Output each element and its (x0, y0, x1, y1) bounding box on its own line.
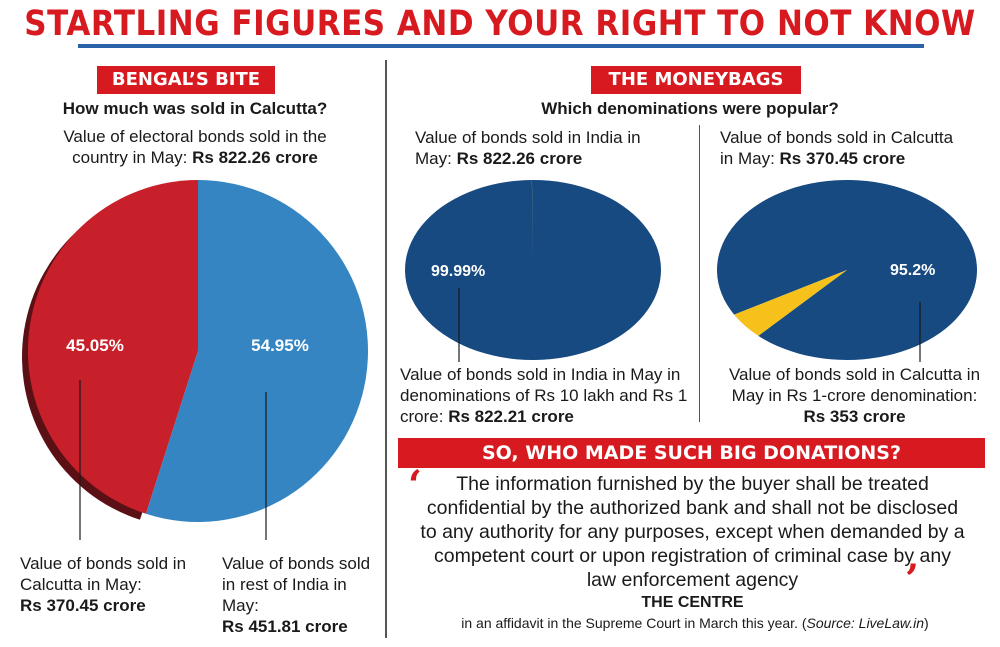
calcutta-denomination-label: Value of bonds sold in Calcutta in May i… (712, 364, 997, 427)
quote-source: in an affidavit in the Supreme Court in … (395, 615, 995, 631)
calcutta-1crore-slice (717, 180, 977, 360)
column-divider (385, 60, 387, 638)
calcutta-intro-value: Rs 370.45 crore (779, 149, 906, 168)
page-title: STARTLING FIGURES AND YOUR RIGHT TO NOT … (24, 3, 976, 45)
calcutta-intro-text: Value of bonds sold in Calcutta in May: (720, 128, 954, 168)
calcutta-slice (28, 180, 199, 514)
bengals-bite-heading: BENGAL’S BITE (97, 66, 275, 94)
pie2-slices (405, 180, 661, 360)
left-intro: Value of electoral bonds sold in the cou… (40, 126, 350, 168)
pie1-label-calcutta: 45.05% (66, 336, 124, 355)
moneybags-heading: THE MONEYBAGS (591, 66, 801, 94)
pie1-slices (21, 180, 369, 522)
calcutta-other-slice (734, 270, 847, 336)
india-big-denomination-slice (405, 180, 661, 360)
rest-india-bonds-label-value: Rs 451.81 crore (222, 617, 348, 636)
india-intro-text: Value of bonds sold in India in May: (415, 128, 641, 168)
calcutta-share-pie: 45.05% 54.95% (21, 180, 369, 540)
rest-india-bonds-label: Value of bonds sold in rest of India in … (222, 553, 382, 637)
left-intro-value: Rs 822.26 crore (192, 148, 318, 167)
calcutta-denomination-label-text: Value of bonds sold in Calcutta in May i… (728, 365, 981, 405)
india-other-slice (531, 180, 533, 270)
source-prefix: in an affidavit in the Supreme Court in … (461, 615, 807, 631)
calcutta-denomination-label-value: Rs 353 crore (803, 407, 906, 426)
calcutta-bonds-label-value: Rs 370.45 crore (20, 596, 146, 615)
quote-attribution: THE CENTRE (641, 594, 744, 611)
title-rule (78, 44, 924, 48)
close-quote-mark: ’ (905, 556, 919, 603)
left-intro-text: Value of electoral bonds sold in the cou… (63, 127, 327, 167)
right-column-divider (699, 125, 700, 422)
right-question: Which denominations were popular? (541, 99, 839, 118)
source-name: Source: LiveLaw.in (806, 615, 925, 631)
pie1-label-rest: 54.95% (251, 336, 309, 355)
rest-india-bonds-label-text: Value of bonds sold in rest of India in … (222, 554, 371, 615)
open-quote-mark: ‘ (408, 462, 422, 509)
donations-heading: SO, WHO MADE SUCH BIG DONATIONS? (398, 438, 985, 468)
source-suffix: ) (924, 615, 929, 631)
pie3-label-main: 95.2% (890, 262, 935, 279)
calcutta-bonds-label-text: Value of bonds sold in Calcutta in May: (20, 554, 187, 594)
left-question: How much was sold in Calcutta? (62, 99, 328, 118)
india-denomination-pie: 99.99% (405, 180, 661, 362)
india-intro-value: Rs 822.26 crore (456, 149, 583, 168)
calcutta-intro: Value of bonds sold in Calcutta in May: … (720, 127, 960, 169)
centre-affidavit-quote: The information furnished by the buyer s… (420, 473, 965, 591)
india-denomination-label-value: Rs 822.21 crore (448, 407, 574, 426)
calcutta-bonds-label: Value of bonds sold in Calcutta in May: … (20, 553, 190, 616)
india-denomination-label: Value of bonds sold in India in May in d… (400, 364, 700, 427)
calcutta-denomination-pie: 95.2% (717, 180, 977, 362)
india-denomination-label-text: Value of bonds sold in India in May in d… (400, 365, 688, 426)
pie3-slices (717, 180, 977, 360)
rest-of-india-slice (145, 180, 369, 522)
pie2-label-main: 99.99% (431, 263, 485, 280)
india-intro: Value of bonds sold in India in May: Rs … (415, 127, 665, 169)
